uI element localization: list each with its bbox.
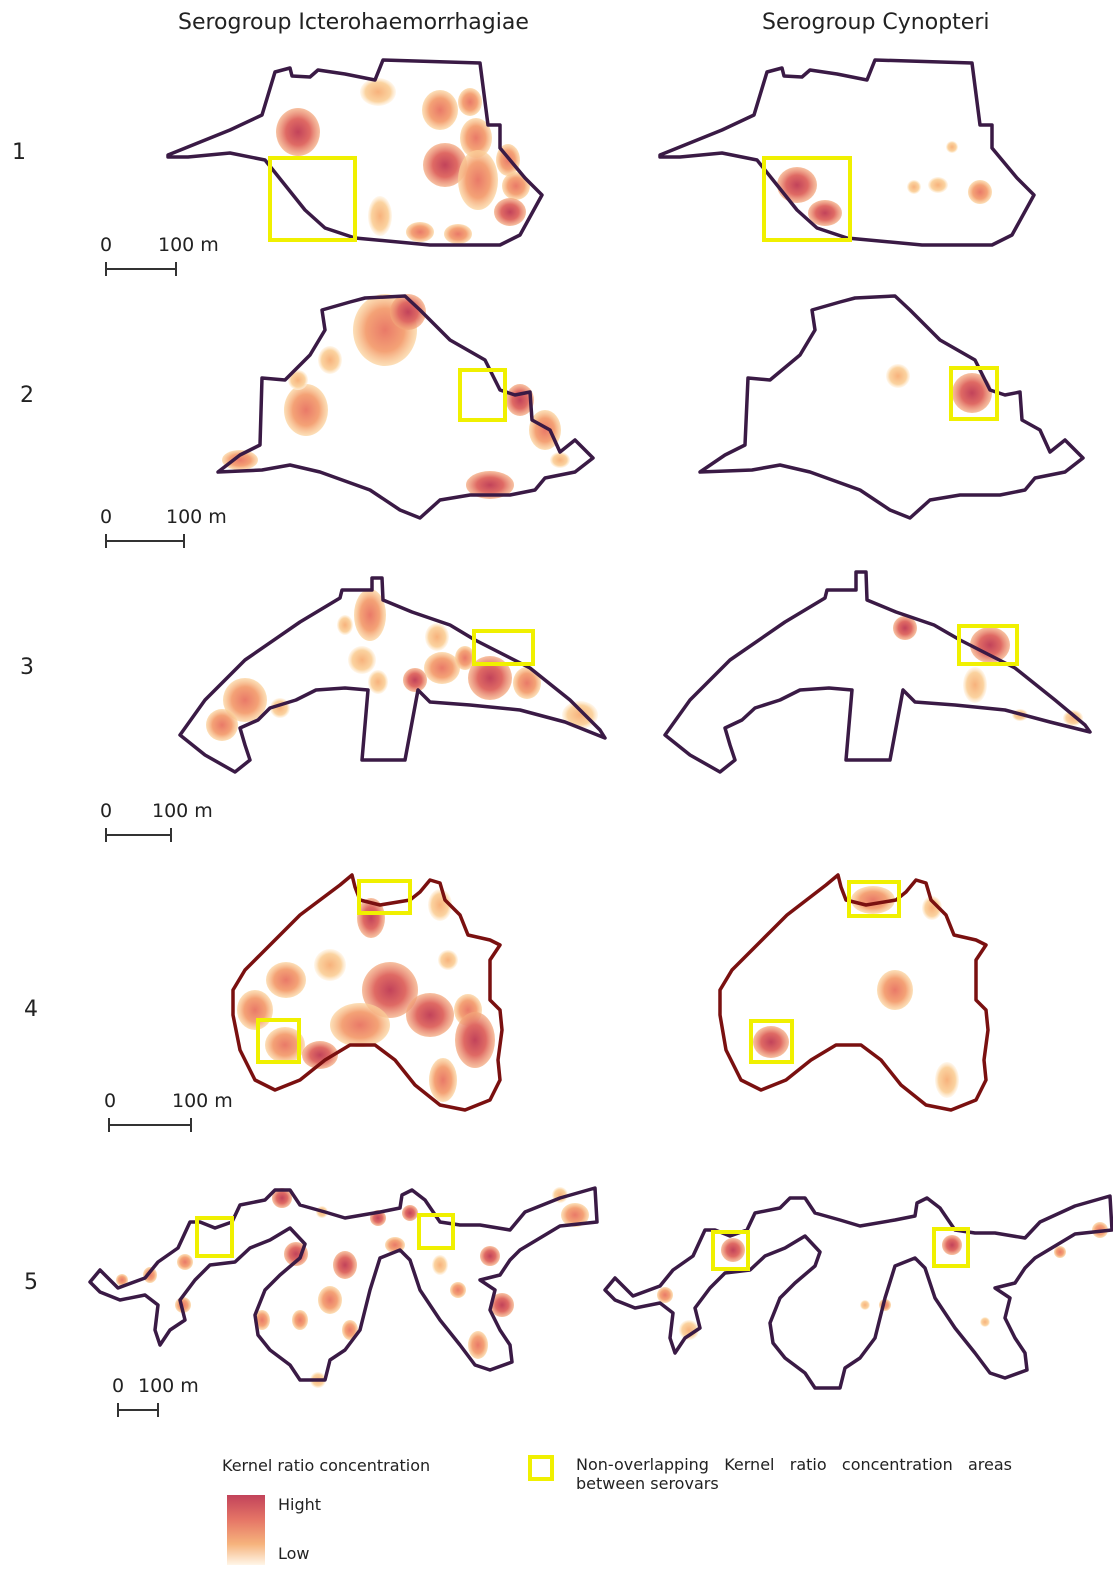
kernel-hotspots [657,1222,1108,1340]
area-boundary [663,570,1092,774]
row-number-3: 3 [20,655,34,680]
scale-bar-line [117,1403,159,1417]
kernel-hotspots [753,886,959,1098]
area-boundary [603,1194,1113,1390]
map-panels [88,58,1113,1390]
scale-bar-line [105,262,177,276]
row-number-4: 4 [24,997,38,1022]
map-2-cynopteri [698,294,1085,520]
scale-bar-line [105,534,185,548]
kernel-hotspots [222,294,570,499]
map-1-cynopteri [658,58,1036,247]
highlight-box [195,1216,234,1258]
scale-zero-label: 0 [100,800,113,822]
area-boundary [166,58,544,247]
highlight-box [472,629,535,666]
map-1-icterohaemorrhagiae [166,58,544,247]
area-boundary [216,294,595,520]
kernel-low-label: Low [278,1544,310,1563]
area-boundary [658,58,1036,247]
scale-distance-label: 100 m [152,800,213,822]
area-boundary [718,873,990,1112]
scale-bar-line [108,1118,192,1132]
scale-distance-label: 100 m [158,234,219,256]
scale-distance-label: 100 m [172,1090,233,1112]
highlight-box [268,156,357,242]
highlight-box [847,880,901,918]
row-number-5: 5 [24,1270,38,1295]
kernel-hotspots [777,141,992,226]
kernel-hotspots [206,589,598,741]
highlight-box [749,1019,794,1064]
highlight-box-legend-label: Non-overlapping Kernel ratio concentrati… [576,1455,1012,1493]
scale-zero-label: 0 [112,1375,125,1397]
highlight-box [711,1230,750,1271]
left-column-title: Serogroup Icterohaemorrhagiae [178,10,529,35]
scale-distance-label: 100 m [138,1375,199,1397]
area-boundary [231,873,504,1112]
kernel-high-label: Hight [278,1495,322,1514]
scale-zero-label: 0 [100,506,113,528]
highlight-box [256,1018,301,1064]
highlight-box [932,1227,970,1268]
scale-bar-line [105,828,172,842]
scale-distance-label: 100 m [166,506,227,528]
scale-zero-label: 0 [104,1090,117,1112]
map-3-icterohaemorrhagiae [178,576,607,774]
highlight-box-legend-swatch [528,1455,554,1481]
kernel-hotspots [276,78,530,244]
map-4-cynopteri [718,873,990,1112]
kernel-hotspots [237,889,495,1102]
highlight-box [957,624,1019,666]
kernel-color-ramp [227,1495,265,1565]
map-5-icterohaemorrhagiae [88,1186,599,1388]
map-2-icterohaemorrhagiae [216,294,595,520]
map-4-icterohaemorrhagiae [231,873,504,1112]
area-boundary [88,1186,599,1382]
highlight-box [458,368,507,422]
right-column-title: Serogroup Cynopteri [762,10,990,35]
map-5-cynopteri [603,1194,1113,1390]
kernel-legend-title: Kernel ratio concentration [222,1456,431,1475]
scale-zero-label: 0 [100,234,113,256]
row-number-2: 2 [20,383,34,408]
area-boundary [178,576,607,774]
area-boundary [698,294,1085,520]
highlight-box [357,879,412,915]
highlight-box [762,156,852,242]
kernel-hotspots [886,364,992,413]
highlight-box [417,1213,455,1250]
kernel-hotspots [893,616,1083,726]
highlight-box [949,366,999,421]
map-3-cynopteri [663,570,1092,774]
row-number-1: 1 [12,140,26,165]
